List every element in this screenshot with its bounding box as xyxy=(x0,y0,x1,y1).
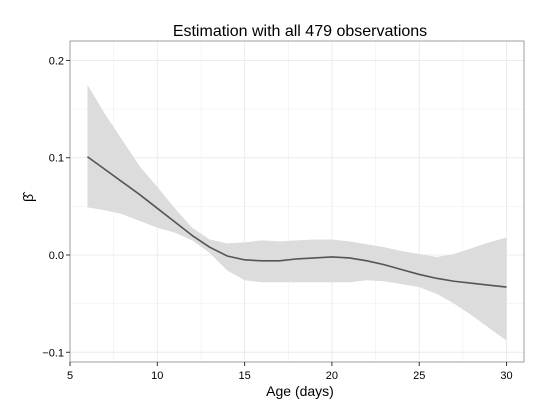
x-tick-label: 10 xyxy=(151,370,163,382)
panel-border xyxy=(69,40,525,363)
y-tick-label: 0.0 xyxy=(49,250,64,262)
y-tick-label: 0.1 xyxy=(49,153,64,165)
x-tick-label: 15 xyxy=(238,370,250,382)
x-tick-label: 5 xyxy=(67,370,73,382)
x-axis: 5 10 15 20 25 30 xyxy=(67,362,513,382)
estimate-line-group xyxy=(86,156,507,288)
y-tick-label: 0.2 xyxy=(49,55,64,67)
confidence-band xyxy=(87,84,507,341)
chart-title: Estimation with all 479 observations xyxy=(173,23,427,40)
x-tick-label: 20 xyxy=(326,370,338,382)
x-tick-label: 25 xyxy=(413,370,425,382)
y-tick-label: −0.1 xyxy=(42,347,64,359)
confidence-band-area xyxy=(87,84,507,341)
x-tick-label: 30 xyxy=(500,370,512,382)
estimate-line xyxy=(86,156,507,288)
y-axis: −0.1 0.0 0.1 0.2 xyxy=(42,55,70,359)
y-axis-label: β̂ xyxy=(20,191,36,202)
x-axis-label: Age (days) xyxy=(266,383,334,399)
